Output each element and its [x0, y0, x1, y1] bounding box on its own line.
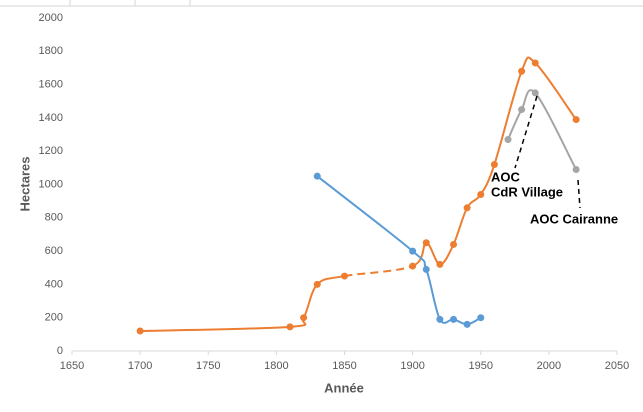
y-tick-label: 800 — [45, 212, 63, 224]
y-tick-label: 1800 — [39, 45, 63, 57]
marker — [341, 272, 348, 280]
y-tick-label: 0 — [57, 345, 63, 357]
marker — [409, 247, 417, 255]
marker — [436, 260, 444, 268]
marker — [313, 172, 321, 180]
y-axis-title: Hectares — [17, 157, 32, 212]
series-line — [344, 265, 414, 278]
sheet-header — [0, 0, 643, 7]
series-line — [412, 56, 577, 268]
y-tick-label: 1200 — [39, 145, 63, 157]
x-tick-label: 1950 — [469, 360, 493, 372]
marker — [463, 320, 471, 328]
marker — [504, 136, 512, 144]
x-tick-label: 1750 — [196, 360, 220, 372]
marker — [136, 327, 144, 335]
x-tick-label: 2050 — [605, 360, 629, 372]
marker — [422, 239, 430, 247]
y-tick-label: 200 — [45, 312, 63, 324]
marker — [313, 280, 321, 288]
annotation-connector — [577, 179, 581, 209]
annotation-connector — [514, 95, 538, 169]
marker — [463, 204, 471, 212]
annotation: AOC — [491, 169, 521, 184]
x-tick-label: 1850 — [332, 360, 356, 372]
annotation: AOC Cairanne — [530, 211, 618, 226]
marker — [531, 89, 539, 97]
marker — [490, 161, 498, 169]
x-tick-label: 1700 — [128, 360, 152, 372]
y-tick-label: 1400 — [39, 112, 63, 124]
series-line — [507, 89, 578, 170]
x-tick-label: 2000 — [537, 360, 561, 372]
annotation: CdR Village — [491, 184, 563, 199]
marker — [422, 265, 430, 273]
y-tick-label: 1600 — [39, 79, 63, 91]
marker — [450, 240, 457, 248]
y-tick-label: 400 — [45, 278, 63, 290]
x-tick-label: 1800 — [264, 360, 288, 372]
y-tick-label: 600 — [45, 245, 63, 257]
marker — [409, 262, 417, 270]
marker — [300, 314, 308, 322]
marker — [286, 323, 294, 331]
marker — [450, 315, 457, 323]
plot-area: 1650 1700 1750 1800 1850 1900 1950 2000 2050 0 200… — [39, 12, 630, 372]
marker — [477, 314, 485, 322]
marker — [572, 116, 580, 124]
marker — [518, 67, 526, 75]
y-tick-label: 2000 — [39, 12, 63, 24]
y-tick-label: 1000 — [39, 178, 63, 190]
x-tick-label: 1650 — [60, 360, 84, 372]
marker — [518, 106, 526, 114]
x-tick-label: 1900 — [400, 360, 424, 372]
marker — [572, 166, 580, 174]
marker — [477, 190, 485, 198]
x-axis-title: Année — [324, 380, 364, 395]
marker — [531, 59, 539, 67]
marker — [436, 315, 444, 323]
